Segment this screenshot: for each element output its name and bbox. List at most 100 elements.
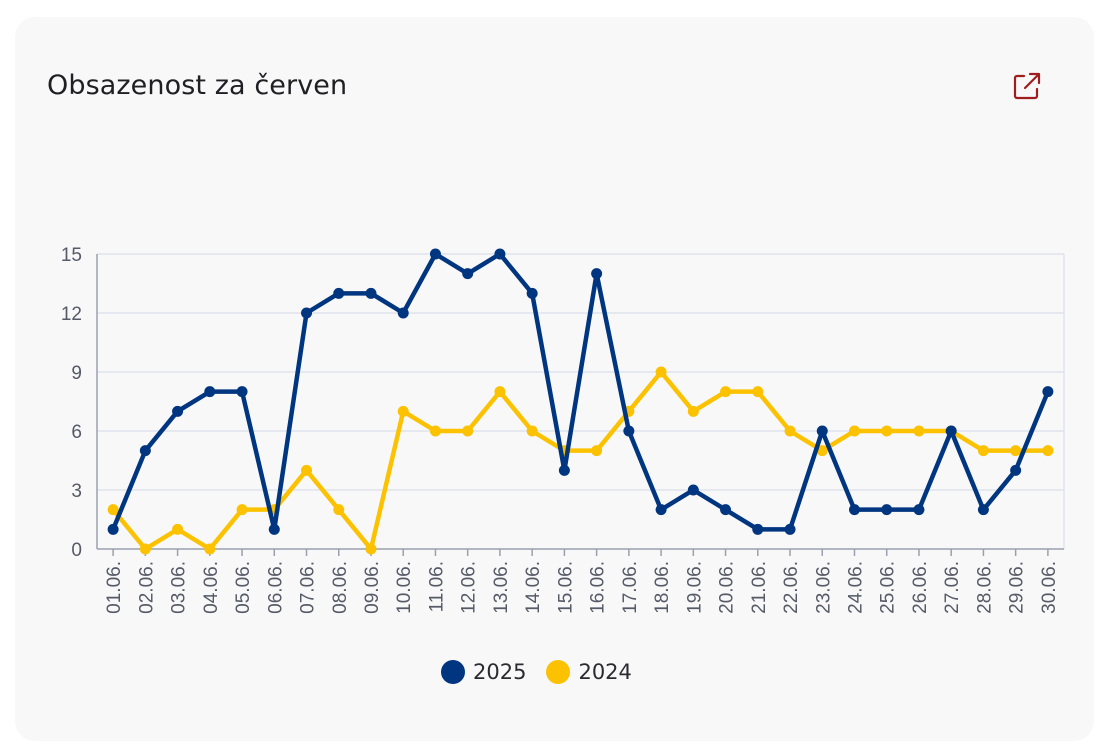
data-point-2025: [397, 307, 409, 319]
x-tick-label: 17.06.: [620, 561, 641, 614]
data-point-2025: [591, 268, 603, 280]
data-point-2025: [365, 287, 377, 299]
x-tick-label: 07.06.: [298, 561, 319, 614]
x-tick-label: 23.06.: [813, 561, 834, 614]
x-tick-label: 04.06.: [201, 561, 222, 614]
data-point-2025: [236, 386, 248, 398]
legend-label: 2024: [578, 660, 632, 684]
x-tick-label: 20.06.: [717, 561, 738, 614]
x-tick-label: 30.06.: [1039, 561, 1060, 614]
x-tick-label: 02.06.: [136, 561, 157, 614]
x-tick-label: 13.06.: [491, 561, 512, 614]
x-tick-label: 09.06.: [362, 561, 383, 614]
data-point-2025: [687, 484, 699, 496]
data-point-2024: [172, 523, 184, 535]
data-point-2025: [784, 523, 796, 535]
data-point-2024: [816, 445, 828, 457]
x-tick-label: 29.06.: [1007, 561, 1028, 614]
data-point-2024: [784, 425, 796, 437]
chart-legend: 2025 2024: [441, 660, 632, 684]
data-point-2025: [913, 504, 925, 516]
data-point-2025: [655, 504, 667, 516]
data-point-2025: [881, 504, 893, 516]
legend-item-2024[interactable]: 2024: [546, 660, 632, 684]
x-tick-label: 14.06.: [523, 561, 544, 614]
x-tick-label: 08.06.: [330, 561, 351, 614]
data-point-2024: [752, 386, 764, 398]
data-point-2025: [816, 425, 828, 437]
data-point-2024: [139, 543, 151, 555]
data-point-2025: [268, 523, 280, 535]
x-tick-label: 28.06.: [974, 561, 995, 614]
data-point-2024: [429, 425, 441, 437]
y-tick-label: 12: [61, 304, 82, 325]
data-point-2024: [494, 386, 506, 398]
data-point-2025: [623, 425, 635, 437]
x-tick-label: 25.06.: [878, 561, 899, 614]
data-point-2025: [139, 445, 151, 457]
data-point-2025: [977, 504, 989, 516]
y-tick-label: 0: [71, 540, 82, 561]
data-point-2024: [236, 504, 248, 516]
card-title: Obsazenost za červen: [47, 70, 348, 101]
x-tick-label: 15.06.: [555, 561, 576, 614]
data-point-2024: [397, 405, 409, 417]
y-tick-label: 9: [71, 363, 82, 384]
data-point-2024: [848, 425, 860, 437]
y-tick-label: 6: [71, 422, 82, 443]
legend-label: 2025: [473, 660, 527, 684]
data-point-2025: [1042, 386, 1054, 398]
data-point-2024: [655, 366, 667, 378]
data-point-2025: [848, 504, 860, 516]
x-tick-label: 24.06.: [845, 561, 866, 614]
x-tick-label: 01.06.: [104, 561, 125, 614]
data-point-2025: [429, 248, 441, 260]
occupancy-card: Obsazenost za červen: [15, 17, 1094, 741]
x-tick-label: 26.06.: [910, 561, 931, 614]
x-tick-label: 22.06.: [781, 561, 802, 614]
x-tick-label: 18.06.: [652, 561, 673, 614]
x-tick-label: 27.06.: [942, 561, 963, 614]
data-point-2025: [172, 405, 184, 417]
x-tick-label: 12.06.: [459, 561, 480, 614]
y-tick-label: 15: [61, 245, 82, 266]
y-tick-label: 3: [71, 481, 82, 502]
data-point-2024: [1042, 445, 1054, 457]
x-tick-label: 21.06.: [749, 561, 770, 614]
data-point-2025: [204, 386, 216, 398]
data-point-2025: [526, 287, 538, 299]
data-point-2024: [977, 445, 989, 457]
data-point-2025: [945, 425, 957, 437]
series-line-2025: [110, 251, 1051, 532]
series-line-2024: [110, 369, 1051, 552]
x-tick-label: 10.06.: [394, 561, 415, 614]
x-tick-label: 03.06.: [169, 561, 190, 614]
x-tick-label: 11.06.: [426, 561, 447, 612]
data-point-2025: [333, 287, 345, 299]
x-tick-label: 16.06.: [588, 561, 609, 614]
data-point-2025: [301, 307, 313, 319]
data-point-2024: [333, 504, 345, 516]
data-point-2024: [720, 386, 732, 398]
external-link-icon: [1013, 72, 1041, 100]
data-point-2024: [591, 445, 603, 457]
data-point-2025: [558, 464, 570, 476]
data-point-2024: [526, 425, 538, 437]
data-point-2024: [913, 425, 925, 437]
open-detail-button[interactable]: [1008, 67, 1046, 105]
data-point-2025: [720, 504, 732, 516]
data-point-2024: [204, 543, 216, 555]
data-point-2025: [1010, 464, 1022, 476]
legend-swatch: [546, 660, 571, 684]
legend-item-2025[interactable]: 2025: [441, 660, 526, 684]
data-point-2024: [301, 464, 313, 476]
x-tick-label: 06.06.: [265, 561, 286, 614]
data-point-2024: [687, 405, 699, 417]
x-tick-label: 19.06.: [684, 561, 705, 614]
data-point-2025: [107, 523, 119, 535]
data-point-2025: [462, 268, 474, 280]
legend-swatch: [441, 660, 465, 684]
data-point-2024: [107, 504, 119, 516]
data-point-2025: [494, 248, 506, 260]
